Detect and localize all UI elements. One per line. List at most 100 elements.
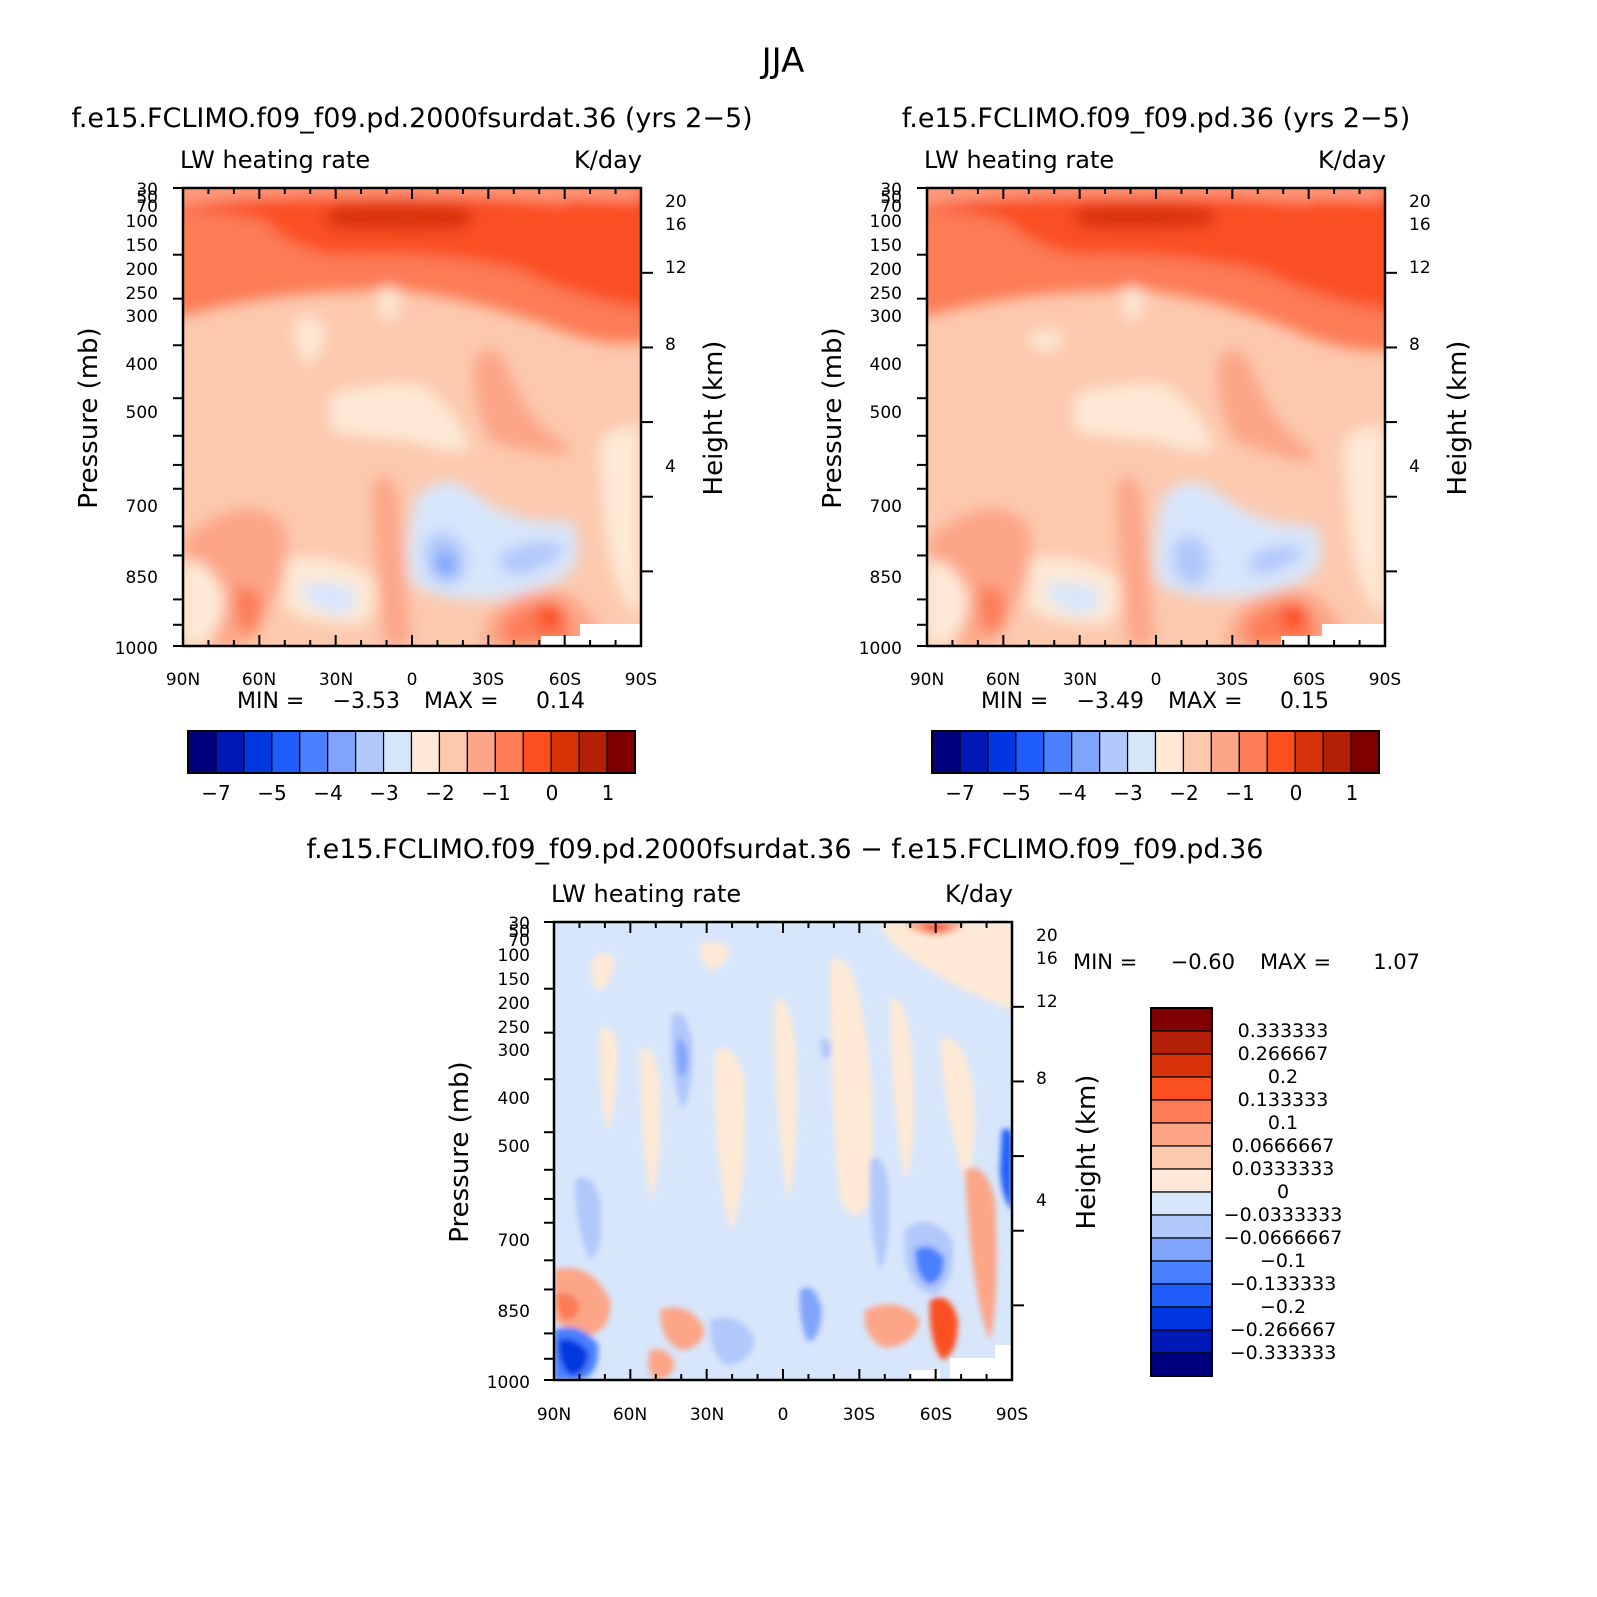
missing-data-mask [910, 1370, 940, 1380]
y-tick-label: 850 [870, 568, 902, 588]
y-tick-label: 850 [126, 568, 158, 588]
y-tick-label: 500 [498, 1137, 530, 1157]
contour-lowright-hot [1282, 602, 1306, 631]
contour-upper-dark [1073, 204, 1215, 229]
diff-warm-streak [599, 1027, 618, 1130]
colorbar-label: −2 [1169, 781, 1198, 805]
colorbar-label: 1 [1346, 781, 1359, 805]
max-value: 1.07 [1373, 950, 1420, 974]
x-tick-labels: 90N 60N 30N 0 30S 60S 90S [537, 1405, 1028, 1425]
x-tick-label: 0 [1151, 670, 1162, 690]
panel-difference: f.e15.FCLIMO.f09_f09.pd.2000fsurdat.36 −… [307, 834, 1420, 1425]
y-tick-label: 70 [880, 197, 902, 217]
units-label: K/day [1318, 146, 1386, 174]
y-tick-label: 850 [498, 1302, 530, 1322]
colorbar-label: 1 [602, 781, 615, 805]
contour-cold-mid [1172, 535, 1304, 586]
x-tick-label: 30S [1216, 670, 1248, 690]
colorbar-swatch [1126, 730, 1157, 774]
diff-warm-low-right [864, 1304, 920, 1348]
colorbar-label: −7 [945, 781, 974, 805]
x-tick-label: 60S [1293, 670, 1325, 690]
colorbar-swatch [1150, 1099, 1213, 1124]
y-tick-label: 250 [126, 284, 158, 304]
contour-light-patch-1 [294, 316, 325, 365]
y-axis-title: Pressure (mb) [445, 1061, 475, 1242]
panel-top-left: f.e15.FCLIMO.f09_f09.pd.2000fsurdat.36 (… [71, 103, 752, 805]
colorbar-swatch [410, 730, 441, 774]
y-tick-label: 200 [870, 260, 902, 280]
diff-cool-streak [820, 1038, 832, 1059]
colorbar-label: −0.266667 [1230, 1319, 1337, 1341]
height-tick-label: 12 [1409, 258, 1431, 278]
diff-warm-streak [940, 1038, 975, 1180]
y-tick-label: 50 [136, 188, 158, 208]
contour-field [554, 922, 1012, 1380]
contour-right-edge-light [600, 426, 640, 620]
diff-warm-streak [890, 998, 914, 1180]
colorbar-swatch [494, 730, 524, 774]
y-tick-label: 400 [126, 355, 158, 375]
units-label: K/day [945, 880, 1013, 908]
colorbar-label: −0.133333 [1230, 1273, 1337, 1295]
colorbar [931, 730, 1380, 774]
colorbar-swatch [1154, 730, 1185, 774]
contour-upper-red [183, 188, 641, 308]
colorbar-swatch [1238, 730, 1268, 774]
x-tick-label: 90N [537, 1405, 571, 1425]
contour-cold-mid [425, 532, 565, 585]
max-label: MAX = [1168, 689, 1243, 714]
y-tick-label: 400 [498, 1089, 530, 1109]
y-tick-label: 300 [870, 307, 902, 327]
height-tick-label: 16 [665, 215, 687, 235]
y-tick-labels: 30 50 70 100 150 200 250 300 400 500 700… [487, 914, 530, 1393]
contour-cold-core [434, 551, 458, 577]
diff-warm-streak [699, 941, 730, 970]
colorbar-label: −5 [1001, 781, 1030, 805]
colorbar-swatch [355, 730, 385, 774]
contour-light-patch-2 [1122, 286, 1144, 322]
colorbar-swatch [578, 730, 608, 774]
y-tick-label: 1000 [115, 639, 158, 659]
x-tick-label: 60N [242, 670, 276, 690]
diff-warm-streak [714, 1048, 746, 1230]
colorbar-label: −3 [369, 781, 398, 805]
missing-data-mask [541, 636, 581, 646]
y2-axis-title: Height (km) [1443, 341, 1473, 496]
colorbar-frame [931, 730, 1380, 774]
colorbar-label: 0.0333333 [1232, 1158, 1335, 1180]
min-label: MIN = [237, 689, 304, 714]
colorbar-label: 0.333333 [1238, 1020, 1329, 1042]
contour-lowleft-light [183, 560, 225, 645]
contour-mid-orange [1218, 350, 1314, 462]
colorbar-label: −7 [201, 781, 230, 805]
colorbar-label: −4 [1057, 781, 1086, 805]
y-tick-label: 1000 [487, 1373, 530, 1393]
y-axis-title: Pressure (mb) [74, 327, 104, 508]
height-tick-labels: 20 16 12 8 4 [1036, 926, 1058, 1211]
contour-lowmid-blue [1044, 582, 1100, 615]
height-tick-label: 12 [1036, 992, 1058, 1012]
colorbar-swatch [1150, 1145, 1213, 1170]
colorbar-swatch [327, 730, 357, 774]
diff-warm-low-left-hot [555, 1292, 580, 1320]
colorbar-label: −1 [481, 781, 510, 805]
y-tick-label: 100 [126, 212, 158, 232]
missing-data-mask [1281, 636, 1323, 646]
contour-lowleft-red [234, 586, 262, 635]
colorbar-label: −2 [425, 781, 454, 805]
diff-warm-low-mid [660, 1307, 705, 1350]
variable-label: LW heating rate [924, 146, 1114, 174]
contour-field [183, 188, 641, 646]
colorbar-swatch [187, 730, 217, 774]
y2-axis-title: Height (km) [1072, 1075, 1102, 1230]
colorbar-swatch [1150, 1329, 1213, 1354]
height-tick-label: 8 [1409, 335, 1420, 355]
colorbar-label: −5 [257, 781, 286, 805]
colorbar-labels: −7 −5 −4 −3 −2 −1 0 1 [201, 781, 614, 805]
diff-cold-right-edge [1000, 1128, 1012, 1210]
colorbar-swatch [1150, 1076, 1213, 1101]
contour-light-band [1074, 383, 1214, 452]
x-tick-label: 60N [613, 1405, 647, 1425]
variable-label: LW heating rate [551, 880, 741, 908]
